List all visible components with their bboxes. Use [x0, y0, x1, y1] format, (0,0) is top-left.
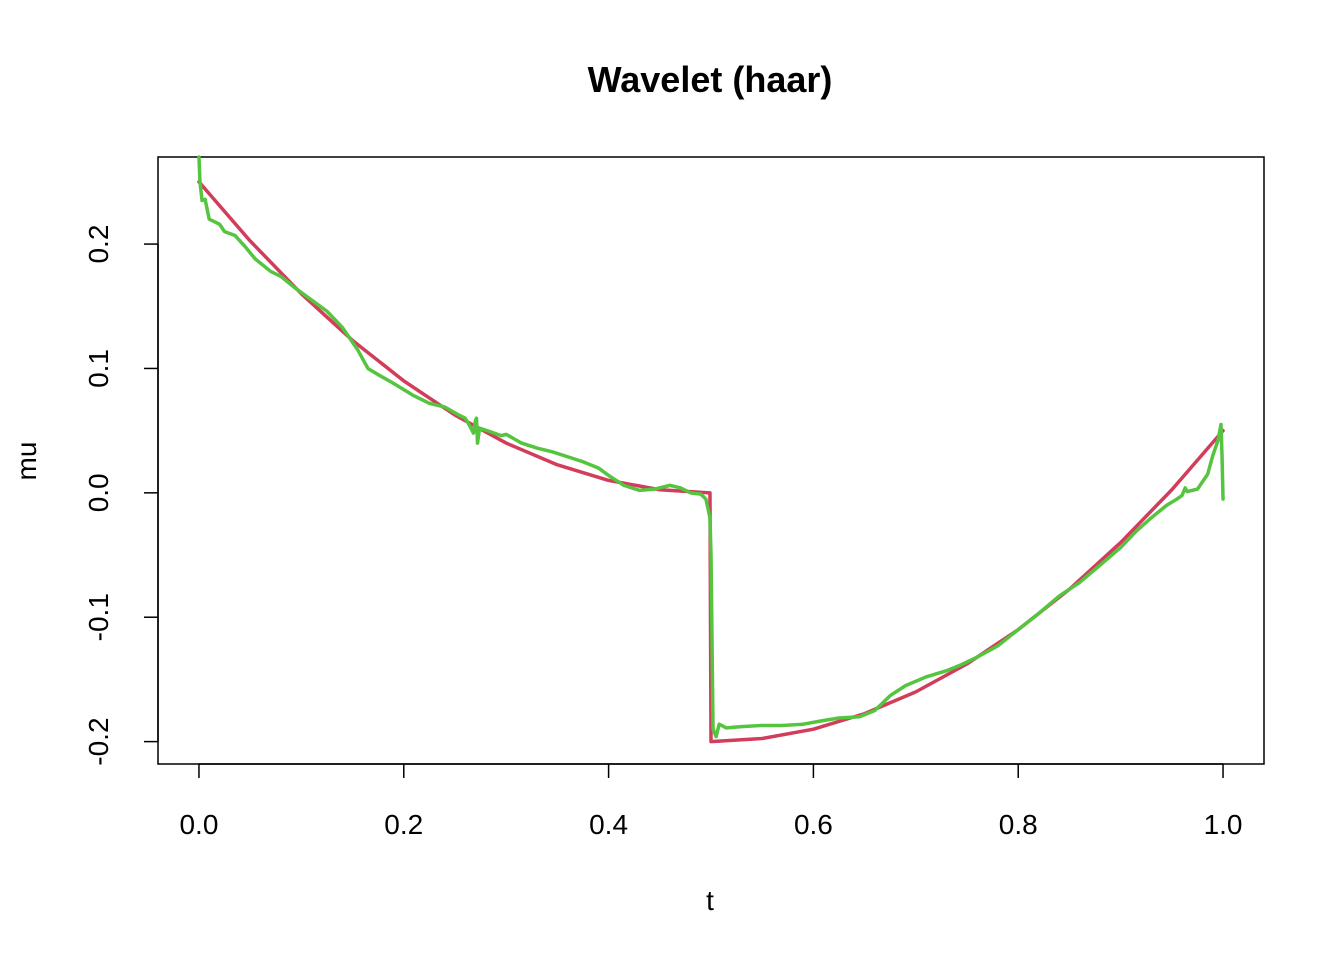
chart-title: Wavelet (haar) — [588, 59, 833, 100]
x-tick-label: 1.0 — [1204, 809, 1243, 840]
y-tick-label: -0.2 — [83, 717, 114, 765]
series-line-green — [197, 155, 1225, 739]
series-group — [197, 155, 1225, 744]
y-tick-label: 0.0 — [83, 473, 114, 512]
x-tick-label: 0.6 — [794, 809, 833, 840]
y-tick-label: 0.2 — [83, 225, 114, 264]
x-tick-label: 0.8 — [999, 809, 1038, 840]
x-axis: 0.0 0.2 0.4 0.6 0.8 1.0 — [179, 763, 1243, 840]
y-tick-label: 0.1 — [83, 349, 114, 388]
y-axis: -0.2 -0.1 0.0 0.1 0.2 — [83, 225, 159, 766]
x-tick-label: 0.0 — [179, 809, 218, 840]
y-tick-label: -0.1 — [83, 593, 114, 641]
y-axis-label: mu — [11, 442, 42, 481]
x-tick-label: 0.2 — [384, 809, 423, 840]
x-axis-label: t — [706, 885, 714, 916]
x-tick-label: 0.4 — [589, 809, 628, 840]
